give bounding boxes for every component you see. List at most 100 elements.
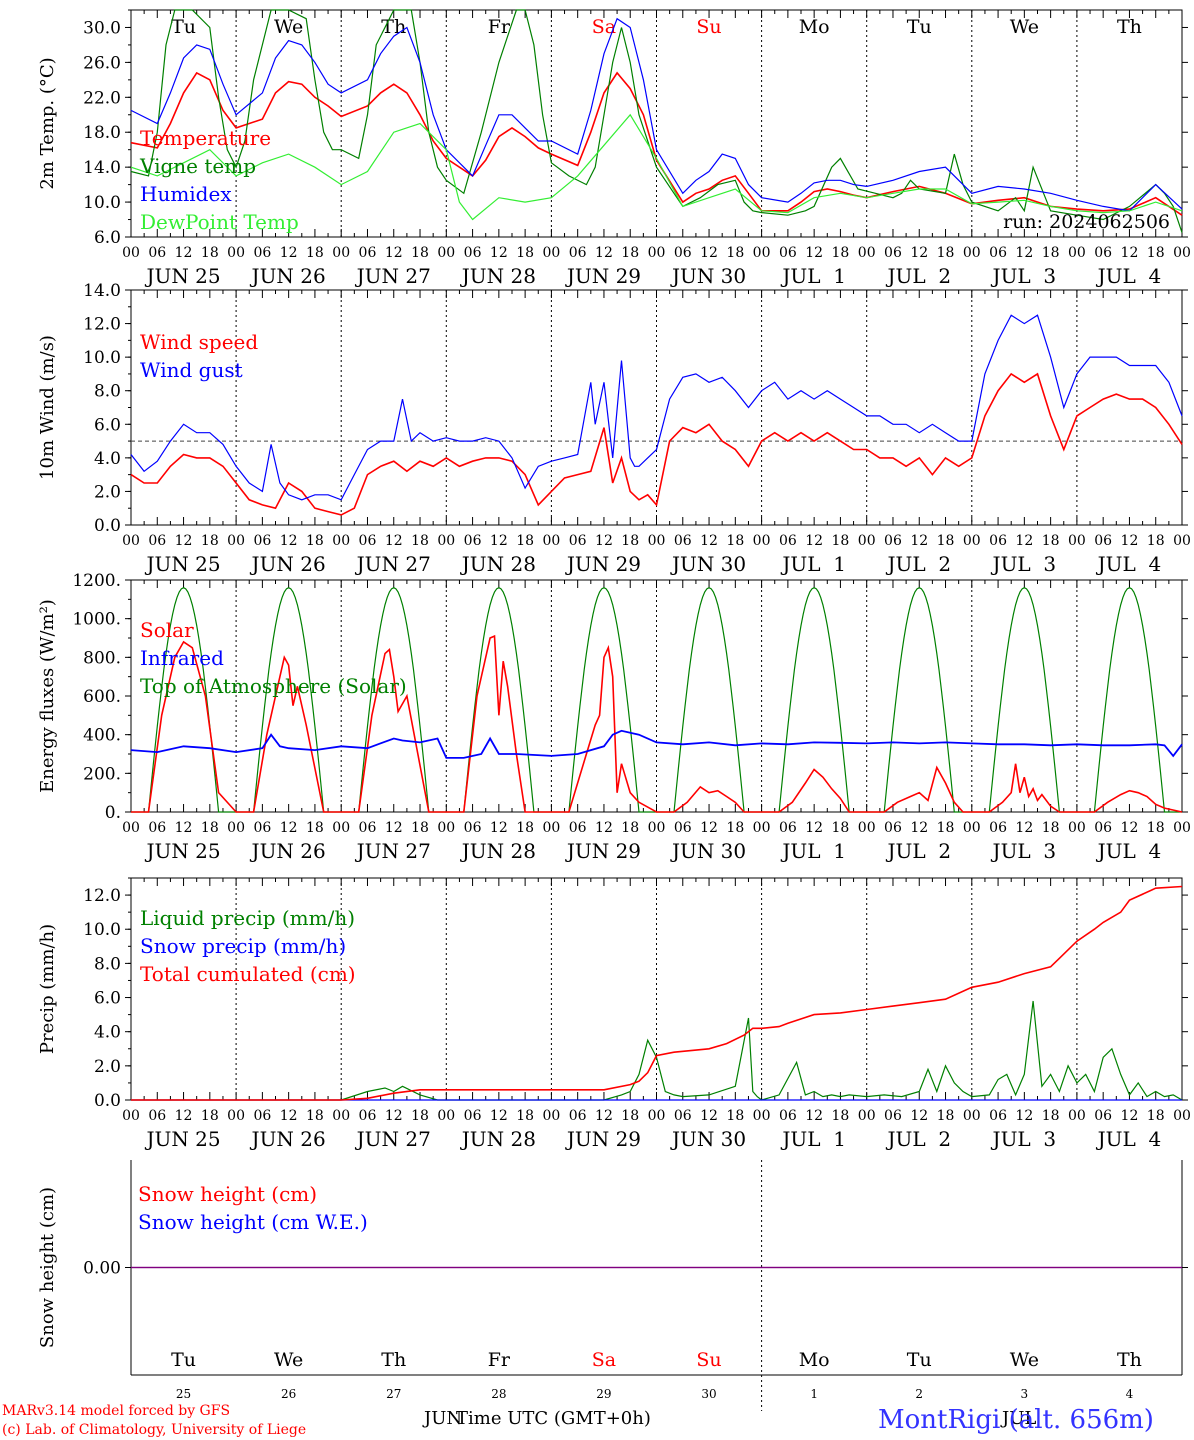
y-tick-label: 1000.: [72, 610, 121, 630]
hour-tick-label: 18: [621, 1108, 639, 1124]
hour-tick-label: 12: [700, 533, 718, 549]
hour-tick-label: 12: [385, 1108, 403, 1124]
series-vigne-temp: [130, 9, 1183, 233]
hour-tick-label: 00: [1068, 1108, 1086, 1124]
date-label: JUL 1: [780, 839, 846, 863]
hour-tick-label: 00: [437, 1108, 455, 1124]
date-label: JUN 28: [460, 839, 536, 863]
y-tick-label: 2.0: [94, 482, 121, 502]
date-label: JUL 3: [991, 839, 1057, 863]
hour-tick-label: 12: [1121, 533, 1139, 549]
hour-tick-label: 18: [201, 1108, 219, 1124]
legend-entry: Humidex: [140, 182, 232, 206]
weekday-label: Mo: [799, 16, 830, 38]
date-label: JUN 27: [355, 264, 431, 288]
hour-tick-label: 12: [490, 533, 508, 549]
date-label: JUN 26: [250, 1127, 326, 1151]
date-label: JUN 25: [144, 1127, 220, 1151]
credit-line-1: MARv3.14 model forced by GFS: [2, 1403, 230, 1419]
day-number-label: 30: [701, 1387, 716, 1401]
hour-tick-label: 06: [253, 820, 271, 836]
legend-entry: Temperature: [140, 126, 271, 150]
y-axis-label: Snow height (cm): [37, 1187, 58, 1348]
y-tick-label: 2.0: [94, 1057, 121, 1077]
hour-tick-label: 00: [332, 1108, 350, 1124]
panel-4: 12.0 10.0 8.0 6.0 4.0 2.0 0.0 Precip (mm/h) 00 06…: [37, 877, 1191, 1151]
hour-tick-label: 06: [779, 820, 797, 836]
date-label: JUL 3: [991, 264, 1057, 288]
weekday-label: Sa: [592, 16, 616, 38]
panel-2: 14.0 12.0 10.0 8.0 6.0 4.0 2.0 0.0 10m Wind (m/s…: [37, 281, 1191, 576]
series-infrared: [130, 729, 1183, 759]
date-label: JUN 27: [355, 552, 431, 576]
hour-tick-label: 06: [253, 533, 271, 549]
date-label: JUL 2: [885, 552, 951, 576]
hour-tick-label: 06: [464, 1108, 482, 1124]
y-tick-label: 0.0: [94, 1091, 121, 1111]
weekday-label: Fr: [488, 16, 511, 38]
hour-tick-label: 12: [805, 820, 823, 836]
hour-tick-label: 18: [937, 1108, 955, 1124]
hour-tick-label: 12: [490, 1108, 508, 1124]
day-number-label: 26: [281, 1387, 296, 1401]
hour-tick-label: 00: [227, 245, 245, 261]
hour-tick-label: 00: [122, 1108, 140, 1124]
date-label: JUN 26: [250, 839, 326, 863]
hour-tick-label: 18: [306, 245, 324, 261]
hour-tick-label: 00: [227, 820, 245, 836]
legend-entry: Total cumulated (cm): [140, 962, 356, 986]
hour-tick-label: 06: [148, 1108, 166, 1124]
day-number-label: 2: [915, 1387, 923, 1401]
date-label: JUN 26: [250, 552, 326, 576]
hour-tick-label: 18: [516, 533, 534, 549]
hour-tick-label: 00: [1173, 820, 1191, 836]
y-axis-label: Energy fluxes (W/m²): [37, 599, 58, 793]
weekday-label-bottom: We: [1010, 1349, 1039, 1371]
hour-tick-label: 18: [832, 820, 850, 836]
y-tick-label: 26.0: [83, 53, 121, 73]
hour-tick-label: 18: [1042, 245, 1060, 261]
hour-tick-label: 00: [648, 533, 666, 549]
hour-tick-label: 00: [437, 245, 455, 261]
hour-tick-label: 06: [464, 820, 482, 836]
hour-tick-label: 12: [175, 820, 193, 836]
hour-tick-label: 00: [542, 1108, 560, 1124]
hour-tick-label: 18: [306, 820, 324, 836]
y-tick-label: 14.0: [83, 158, 121, 178]
footer: MARv3.14 model forced by GFS (c) Lab. of…: [2, 1403, 1154, 1438]
hour-tick-label: 00: [963, 533, 981, 549]
hour-tick-label: 06: [884, 820, 902, 836]
y-tick-label: 10.0: [83, 193, 121, 213]
hour-tick-label: 12: [1015, 245, 1033, 261]
legend-entry: Liquid precip (mm/h): [140, 906, 355, 930]
hour-tick-label: 00: [542, 820, 560, 836]
date-label: JUN 30: [670, 264, 746, 288]
weekday-label-bottom: Tu: [907, 1349, 932, 1371]
hour-tick-label: 18: [832, 533, 850, 549]
date-label: JUL 3: [991, 552, 1057, 576]
hour-tick-label: 06: [359, 820, 377, 836]
hour-tick-label: 06: [359, 533, 377, 549]
hour-tick-label: 18: [516, 820, 534, 836]
hour-tick-label: 18: [516, 245, 534, 261]
day-number-label: 29: [596, 1387, 611, 1401]
hour-tick-label: 12: [1121, 245, 1139, 261]
hour-tick-label: 18: [201, 533, 219, 549]
hour-tick-label: 00: [753, 533, 771, 549]
hour-tick-label: 18: [937, 533, 955, 549]
hour-tick-label: 12: [385, 245, 403, 261]
hour-tick-label: 12: [910, 533, 928, 549]
hour-tick-label: 06: [989, 1108, 1007, 1124]
hour-tick-label: 00: [542, 245, 560, 261]
y-tick-label: 10.0: [83, 348, 121, 368]
station-label: MontRigi (alt. 656m): [878, 1405, 1154, 1435]
hour-tick-label: 06: [884, 533, 902, 549]
date-label: JUL 4: [1096, 1127, 1162, 1151]
hour-tick-label: 06: [464, 245, 482, 261]
hour-tick-label: 00: [648, 245, 666, 261]
y-tick-label: 12.0: [83, 315, 121, 335]
legend-entry: Vigne temp: [139, 154, 256, 178]
credit-line-2: (c) Lab. of Climatology, University of L…: [2, 1422, 306, 1438]
x-month-right: JUL: [1000, 1408, 1036, 1429]
hour-tick-label: 00: [227, 533, 245, 549]
